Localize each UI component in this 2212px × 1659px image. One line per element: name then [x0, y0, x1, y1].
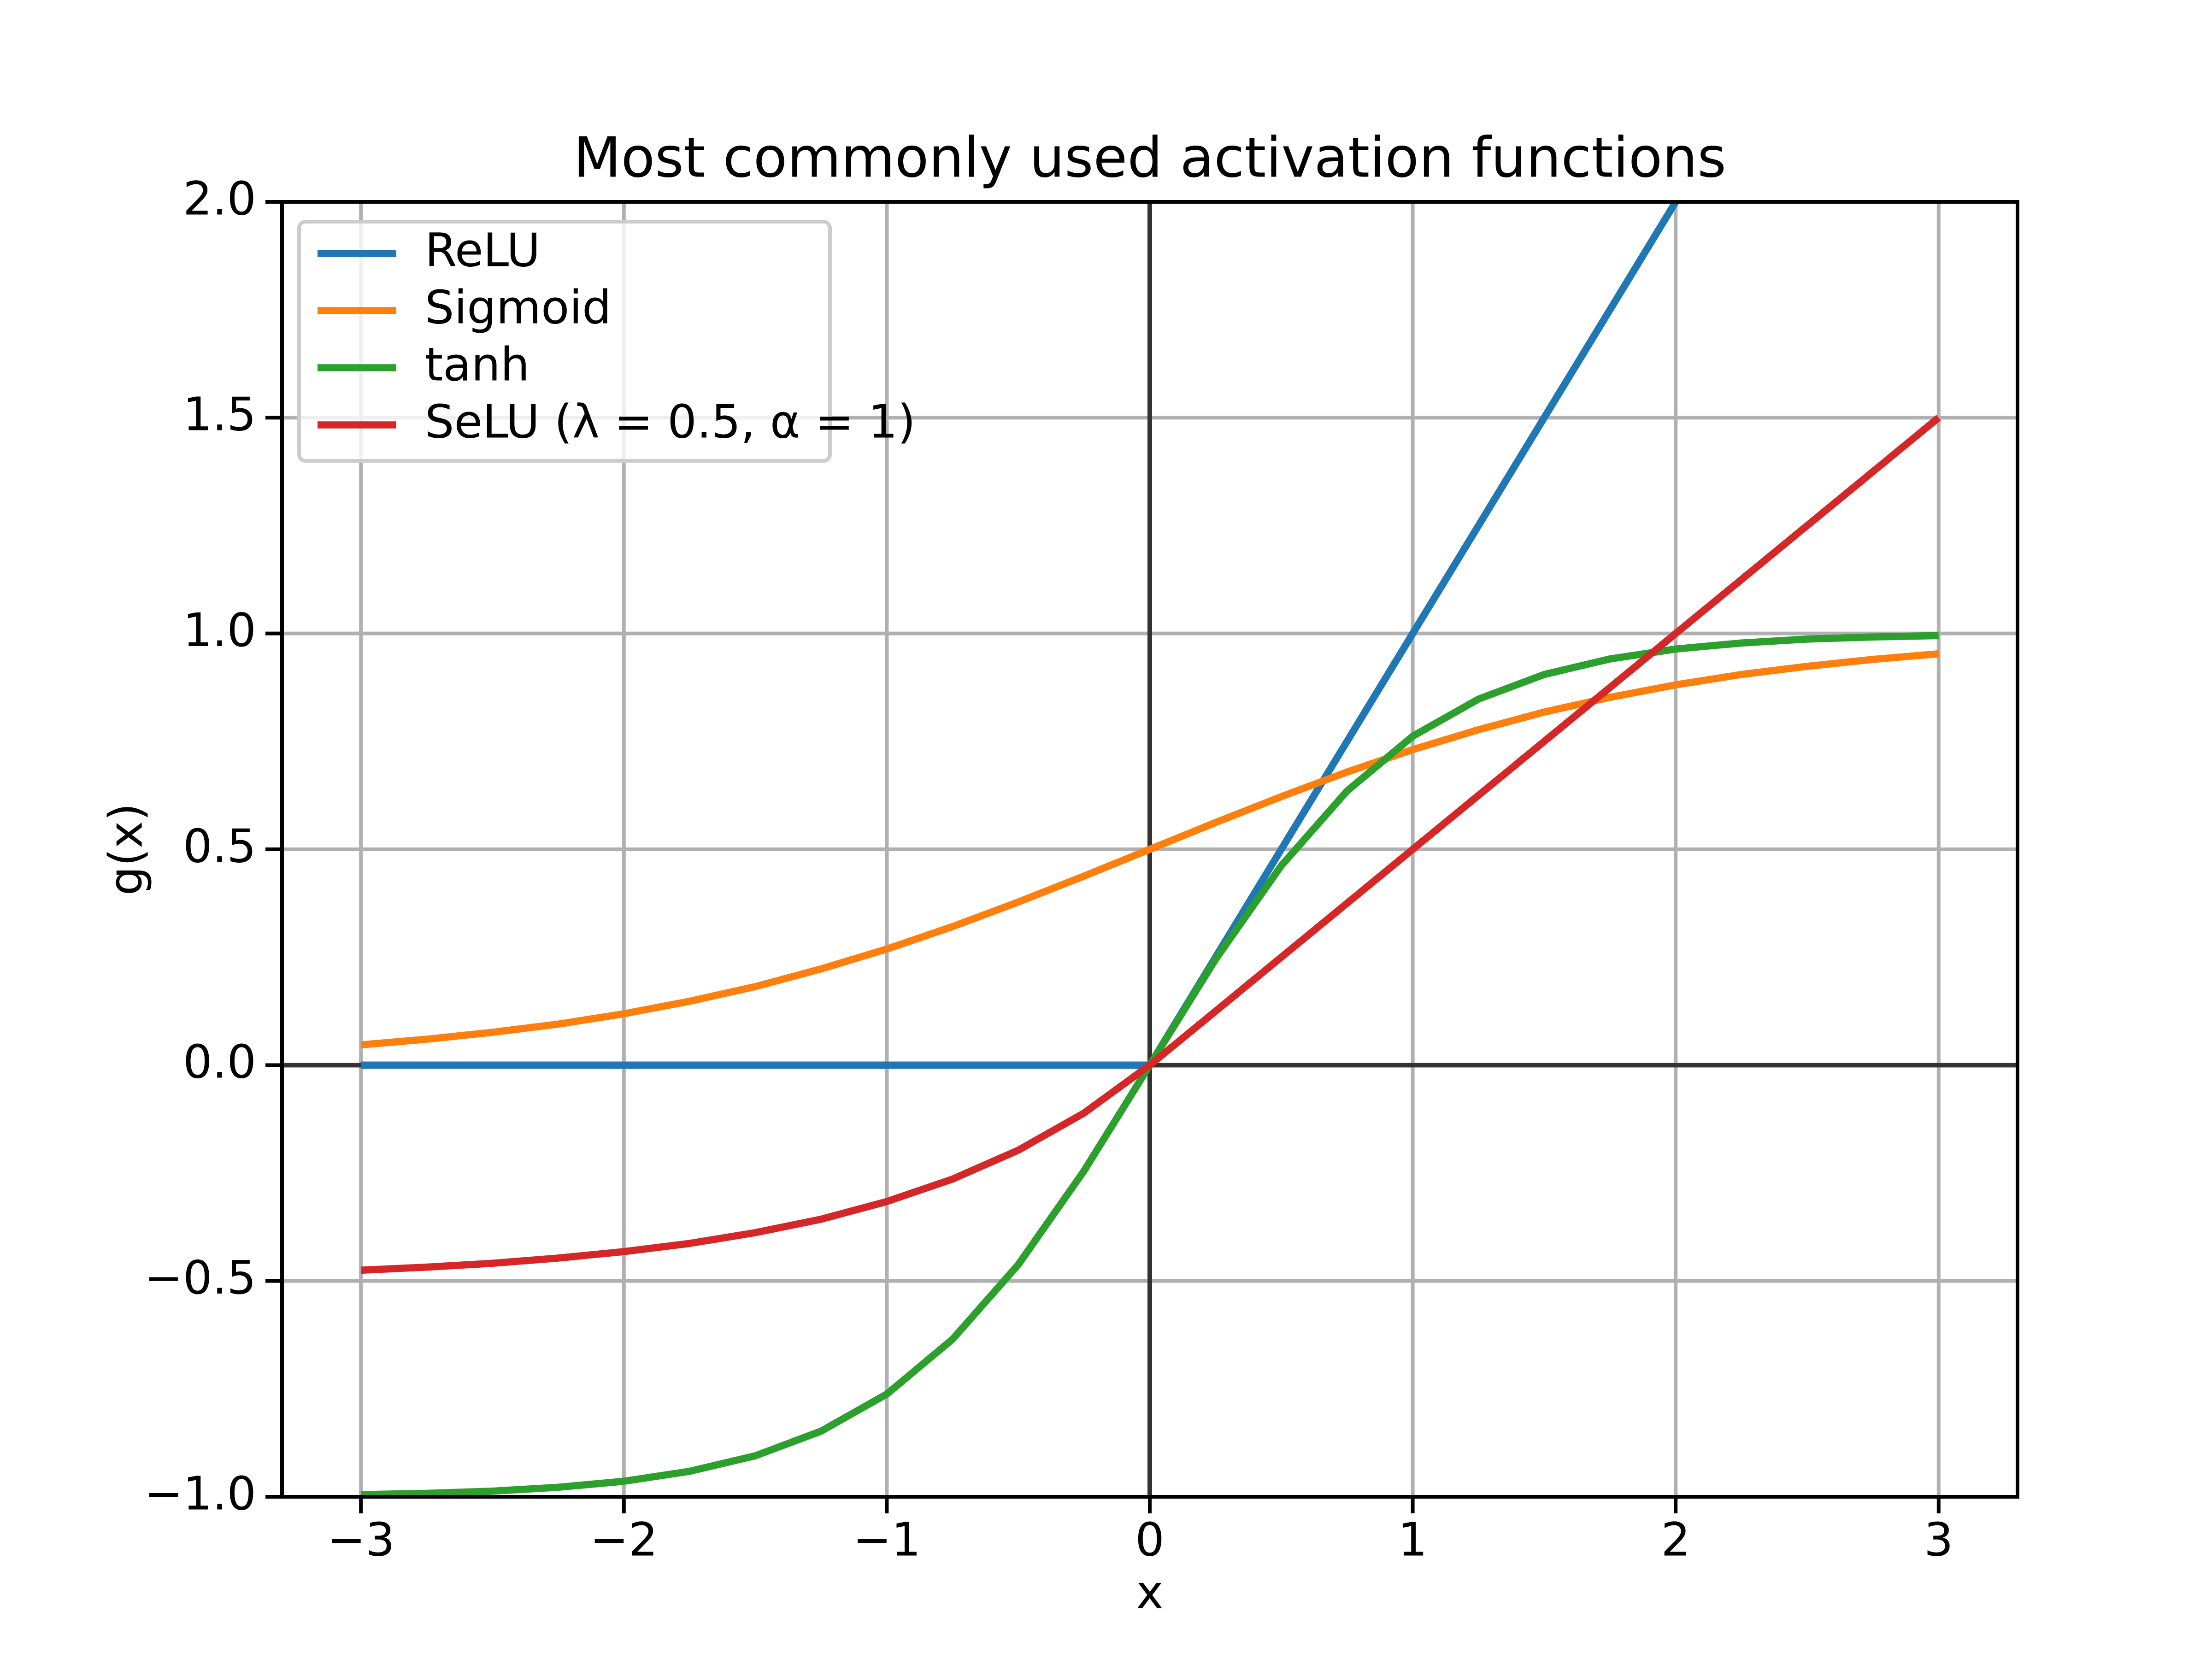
plot-frame: [280, 200, 2019, 1499]
x-tick-label: 2: [1661, 1512, 1690, 1566]
line-series: [360, 650, 1939, 1049]
chart-title: Most commonly used activation functions: [573, 126, 1726, 190]
y-tick-label: −1.0: [144, 1466, 256, 1520]
y-tick-label: 0.5: [183, 819, 256, 873]
y-axis-label: g(x): [99, 803, 153, 896]
legend-box: [297, 220, 832, 463]
y-tick-label: 0.0: [183, 1035, 256, 1089]
x-tick-label: −3: [327, 1512, 394, 1566]
y-tick-label: 1.5: [183, 388, 256, 441]
x-tick-label: 1: [1398, 1512, 1428, 1566]
x-tick-label: −2: [590, 1512, 658, 1566]
plot-area: [360, 202, 1941, 1497]
x-tick-label: 0: [1135, 1512, 1165, 1566]
legend-label: tanh: [425, 337, 529, 391]
x-tick-label: 3: [1924, 1512, 1953, 1566]
legend-label: SeLU (λ = 0.5, α = 1): [425, 394, 916, 448]
legend-label: ReLU: [425, 223, 540, 277]
legend-label: Sigmoid: [425, 280, 612, 334]
x-axis-label: x: [1136, 1565, 1163, 1619]
y-tick-label: 2.0: [183, 171, 256, 225]
y-tick-label: −0.5: [144, 1251, 256, 1305]
x-tick-label: −1: [853, 1512, 921, 1566]
line-series: [360, 415, 1941, 1274]
y-tick-label: 1.0: [183, 603, 256, 657]
